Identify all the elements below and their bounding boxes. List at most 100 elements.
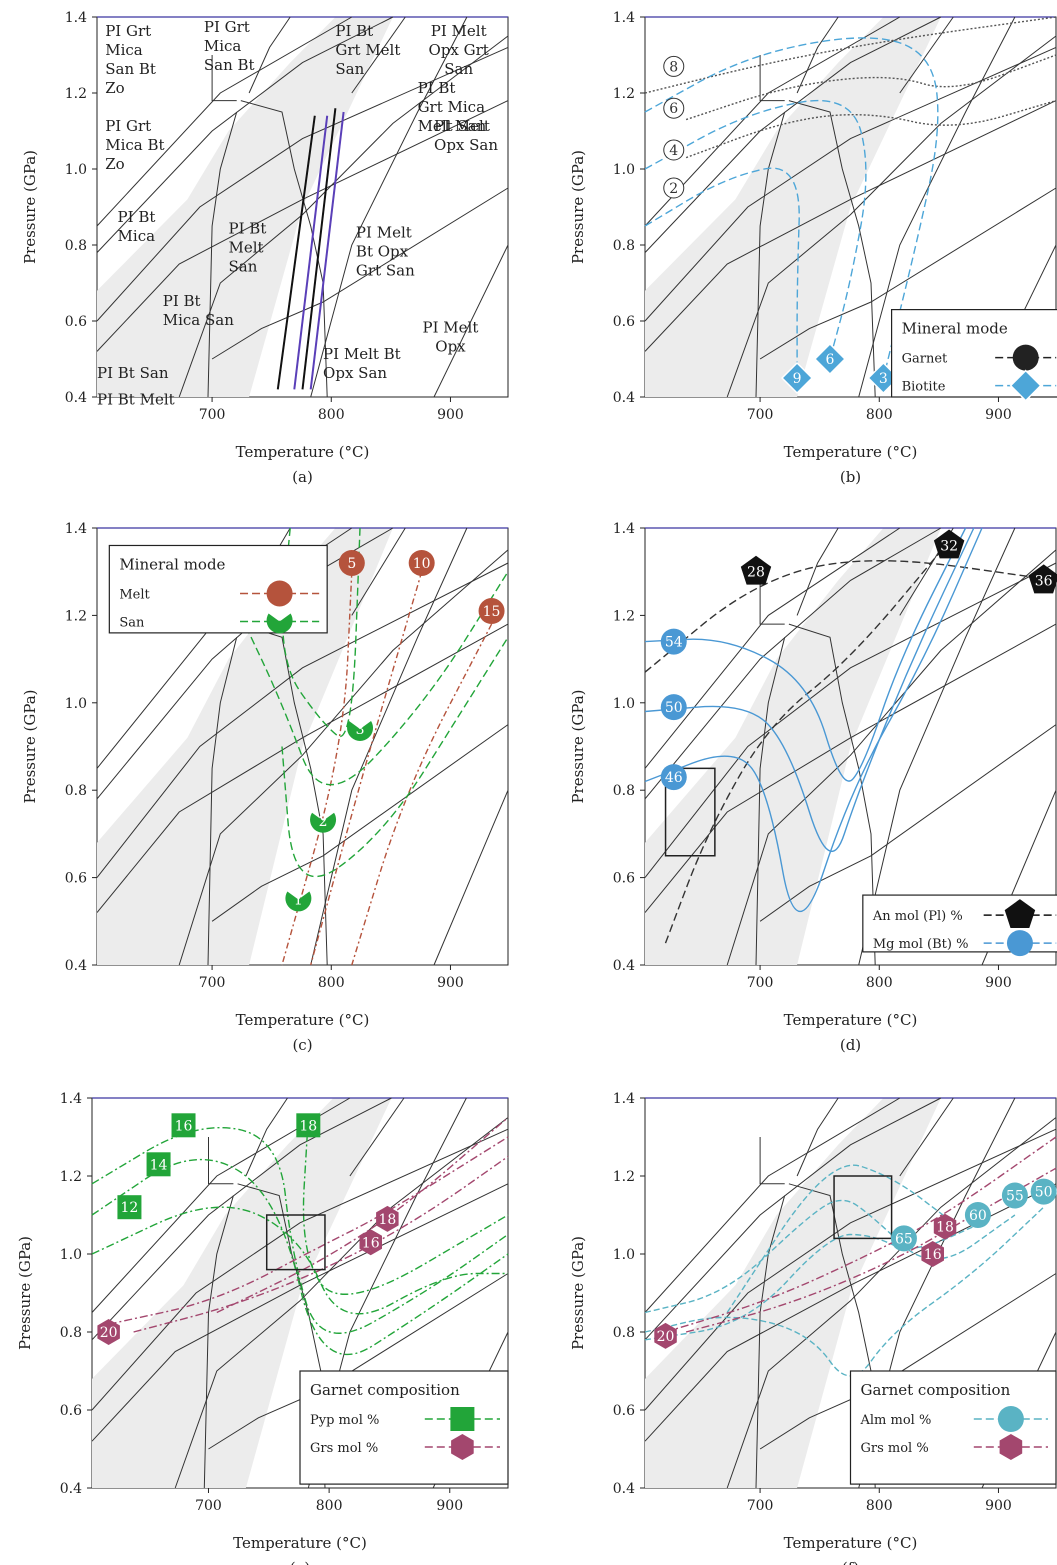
y-tick-label: 0.8	[613, 1325, 635, 1341]
y-tick-label: 0.6	[613, 1403, 635, 1419]
y-tick-label: 1.4	[65, 521, 87, 537]
phase-boundary	[644, 623, 1057, 913]
y-tick-label: 0.8	[65, 783, 87, 799]
isopleth-line	[301, 108, 337, 390]
phase-boundary	[644, 1128, 1057, 1411]
legend-box	[849, 1370, 1057, 1485]
contour-value: 1	[294, 892, 303, 908]
contour-line	[310, 571, 423, 966]
isopleth-line	[276, 115, 316, 390]
field-label: Opx	[435, 337, 466, 355]
panel-b: 0.4 0.6 0.8 1.0 1.2 1.4 700 800 900 Temperature (…	[569, 10, 1057, 486]
legend-entry-label: Pyp mol %	[310, 1413, 379, 1428]
y-tick-label: 0.8	[60, 1325, 82, 1341]
y-tick-label: 0.8	[613, 238, 635, 254]
phase-boundary	[91, 1097, 392, 1341]
shaded-field	[97, 528, 393, 965]
field-label: PI Bt	[163, 292, 201, 310]
phase-boundary	[351, 16, 406, 94]
field-label: PI Melt	[431, 22, 487, 40]
field-label: San	[444, 60, 473, 78]
legend-marker	[997, 1406, 1024, 1432]
y-tick-label: 0.6	[613, 871, 635, 887]
field-label: Opx San	[434, 136, 498, 154]
contour-marker: 12	[117, 1195, 142, 1220]
contour-marker: 46	[660, 764, 687, 791]
x-axis-label: Temperature (°C)	[784, 1011, 918, 1029]
contour-value: 28	[747, 565, 765, 581]
field-label: PI Bt	[229, 220, 267, 238]
phase-boundary	[96, 46, 509, 322]
contour-marker: 5	[338, 549, 365, 576]
field-label: San	[229, 258, 258, 276]
phase-boundary	[240, 100, 328, 398]
legend-entry-label: Melt	[119, 587, 150, 602]
phase-boundary	[858, 527, 1016, 966]
contour-line	[351, 623, 493, 966]
phase-boundary	[759, 724, 1057, 922]
contour-line	[644, 527, 967, 782]
panel-letter: (b)	[840, 468, 861, 486]
field-label: PI Grt	[105, 117, 151, 135]
contour-marker: 32	[933, 529, 965, 559]
field-label: Melt San	[418, 117, 487, 135]
contour-marker: 9	[781, 361, 814, 395]
panel-letter: (c)	[292, 1036, 312, 1054]
phase-boundary	[788, 623, 876, 966]
contour-line	[644, 560, 1057, 673]
legend-entry-label: Mg mol (Bt) %	[873, 937, 969, 952]
phase-boundary	[349, 1097, 405, 1177]
phase-boundary	[759, 1273, 1057, 1450]
legend-title: Mineral mode	[119, 555, 225, 573]
y-axis-label: Pressure (GPa)	[569, 1236, 587, 1350]
phase-boundary	[310, 527, 468, 966]
phase-boundary	[178, 35, 509, 398]
y-tick-label: 0.8	[613, 783, 635, 799]
contour-marker: 20	[654, 1322, 677, 1349]
field-label: Opx San	[323, 364, 387, 382]
x-tick-label: 900	[985, 975, 1012, 991]
y-tick-label: 0.4	[65, 958, 87, 974]
panel-d: 0.4 0.6 0.8 1.0 1.2 1.4 700 800 900 Temperature (…	[569, 521, 1057, 1054]
field-label: Mica	[105, 41, 143, 59]
field-label: Opx Grt	[429, 41, 489, 59]
contour-value: 50	[665, 700, 683, 716]
x-axis-label: Temperature (°C)	[236, 443, 370, 461]
contour-value: 16	[362, 1235, 380, 1251]
phase-boundary	[644, 1097, 942, 1341]
x-tick-label: 800	[318, 407, 345, 423]
field-label: Melt	[229, 239, 264, 257]
phase-boundary	[208, 1137, 234, 1185]
contour-value: 2	[669, 181, 678, 197]
panel-c: 0.4 0.6 0.8 1.0 1.2 1.4 700 800 900 Temperature (…	[21, 521, 509, 1054]
contour-value: 6	[669, 101, 678, 117]
legend-entry-label: Alm mol %	[860, 1413, 932, 1428]
phase-boundary	[351, 527, 406, 616]
contour-line	[644, 527, 975, 853]
field-label: PI Melt	[434, 117, 490, 135]
contour-marker: 65	[890, 1225, 917, 1252]
contour-marker: 28	[740, 555, 772, 585]
field-label: Grt Melt	[335, 41, 400, 59]
x-tick-label: 900	[985, 407, 1012, 423]
legend-entry-label: San	[119, 615, 145, 630]
y-tick-label: 1.4	[613, 1091, 635, 1107]
contour-marker: 15	[478, 598, 505, 625]
y-tick-label: 1.0	[65, 162, 87, 178]
panel-a: 0.4 0.6 0.8 1.0 1.2 1.4 700 800 900 Temperature (…	[21, 10, 509, 486]
contour-marker: 18	[933, 1213, 957, 1240]
contour-line	[644, 99, 867, 360]
contour-value: 18	[378, 1212, 396, 1228]
x-tick-label: 800	[866, 407, 893, 423]
legend: Mineral mode Garnet Biotite	[890, 309, 1057, 402]
contour-marker: 36	[1028, 564, 1057, 594]
legend-entry-label: Garnet	[902, 352, 948, 367]
contour-marker: 3	[347, 721, 374, 741]
y-tick-label: 0.6	[65, 314, 87, 330]
phase-boundary	[726, 35, 1057, 398]
legend: Garnet composition Alm mol % Grs mol %	[849, 1370, 1057, 1485]
x-tick-label: 700	[747, 975, 774, 991]
field-label: Zo	[105, 79, 124, 97]
phase-boundary	[208, 1273, 509, 1450]
contour-marker: 14	[146, 1152, 171, 1177]
